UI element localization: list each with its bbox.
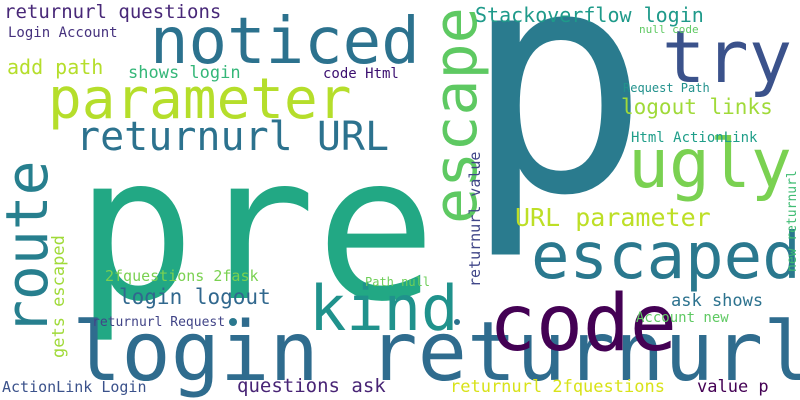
dot-mark <box>229 318 237 326</box>
word-add-path: add path <box>7 55 103 79</box>
word-escaped: escaped <box>531 220 800 294</box>
word-escape: escape <box>421 7 491 224</box>
word-login-returnurl: login returnurl <box>72 305 800 400</box>
word-noticed: noticed <box>150 5 420 79</box>
word-kind: kind <box>309 272 458 345</box>
word-returnurl-2fquestions: returnurl 2fquestions <box>450 377 665 397</box>
word-2fquestions-2fask: 2fquestions 2fask <box>105 267 259 285</box>
word-route: route <box>0 160 61 335</box>
word-parameter: parameter <box>48 67 351 132</box>
word-shows-login: shows login <box>128 63 241 83</box>
word-null-code: null code <box>639 23 699 36</box>
word-p: p <box>463 0 650 264</box>
word-logout-links: logout links <box>621 95 773 119</box>
word-login-logout: login logout <box>119 285 271 309</box>
word-request-path: Request Path <box>623 81 710 95</box>
word-login-account: Login Account <box>8 25 118 41</box>
word-code-html: code Html <box>323 66 399 82</box>
word-value-p: value p <box>697 377 769 397</box>
word-returnurl-questions: returnurl questions <box>4 1 221 23</box>
word-ugly: ugly <box>628 125 792 204</box>
word-new-returnurl: new returnurl <box>785 170 800 272</box>
word-path-null: Path null <box>365 275 430 289</box>
word-html-actionlink: Html ActionLink <box>631 130 758 146</box>
word-try: try <box>662 15 792 99</box>
word-pre: pre <box>75 113 436 346</box>
word-returnurl-value: returnurl value <box>466 152 484 287</box>
word-url-parameter: URL parameter <box>515 203 711 232</box>
word-stackoverflow-login: Stackoverflow login <box>475 3 704 27</box>
word-questions-ask: questions ask <box>237 375 386 397</box>
word-actionlink-login: ActionLink Login <box>2 378 147 396</box>
word-returnurl-url: returnurl URL <box>76 114 389 160</box>
word-account-new: Account new <box>636 310 729 326</box>
word-ask-shows: ask shows <box>671 291 763 311</box>
word-returnurl-request: returnurl Request <box>92 315 225 330</box>
word-code: code <box>489 279 677 369</box>
dot-mark <box>454 319 460 325</box>
word-gets-escaped: gets escaped <box>49 235 69 358</box>
